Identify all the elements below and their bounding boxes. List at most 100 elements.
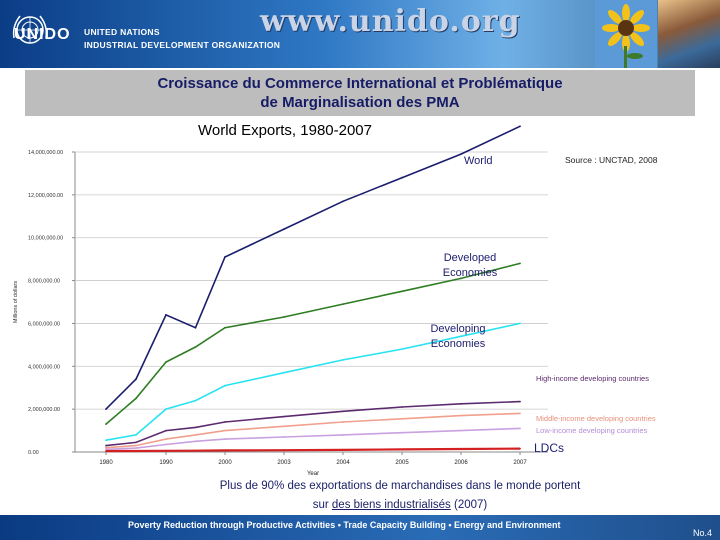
y-tick-label: 8,000,000.00 — [28, 279, 60, 285]
data-point-low_income — [165, 443, 167, 446]
data-point-ldc — [224, 449, 226, 452]
data-point-world — [105, 408, 107, 410]
data-point-developed — [342, 303, 344, 305]
data-point-developed — [194, 346, 197, 348]
world-exports-chart: World Exports, 1980-2007 0.00 2,000,000.00… — [13, 122, 658, 477]
data-point-ldc — [135, 450, 137, 452]
slide-title-line1: Croissance du Commerce International et … — [157, 75, 563, 92]
series-label-developed-1: Developed — [444, 252, 497, 264]
data-point-ldc — [460, 448, 462, 450]
x-tick-label: 2004 — [336, 460, 350, 466]
website-url[interactable]: www.unido.org — [260, 4, 521, 39]
data-point-middle_income — [283, 425, 285, 428]
header-banner: UNIDO UNITED NATIONS INDUSTRIAL DEVELOPM… — [0, 0, 720, 68]
sunflower-photo — [595, 0, 657, 68]
data-point-ldc — [165, 449, 167, 452]
y-tick-label: 6,000,000.00 — [28, 321, 60, 327]
data-point-high_income — [105, 444, 107, 447]
sunflower-icon — [595, 0, 657, 68]
slide-title: Croissance du Commerce International et … — [25, 74, 695, 112]
data-point-developing — [519, 322, 521, 325]
slide-title-line2: de Marginalisation des PMA — [260, 94, 460, 111]
data-point-ldc — [105, 450, 107, 452]
data-point-developed — [401, 290, 403, 293]
org-name-line1: UNITED NATIONS — [84, 27, 160, 37]
series-label-ldc: LDCs — [534, 441, 564, 455]
data-point-high_income — [165, 429, 167, 432]
series-label-developing-1: Developing — [430, 323, 485, 335]
series-line-world — [105, 125, 521, 410]
page-number: No.4 — [692, 528, 712, 538]
data-point-high_income — [283, 415, 285, 418]
data-point-developed — [135, 397, 137, 400]
un-emblem-icon — [12, 15, 48, 44]
data-point-developed — [105, 423, 107, 425]
data-point-ldc — [342, 449, 344, 451]
data-point-low_income — [105, 448, 107, 451]
title-box — [25, 70, 695, 116]
data-point-world — [401, 176, 403, 179]
footnote: Plus de 90% des exportations de marchand… — [190, 477, 610, 515]
org-name-line2: INDUSTRIAL DEVELOPMENT ORGANIZATION — [84, 40, 281, 50]
data-point-developing — [165, 408, 167, 410]
footnote-line2-c: (2007) — [450, 499, 488, 511]
data-point-high_income — [224, 421, 226, 423]
data-point-high_income — [194, 426, 197, 429]
y-axis-label: Millions of dollars — [13, 281, 19, 323]
data-point-developing — [224, 384, 226, 387]
data-point-low_income — [519, 427, 521, 430]
x-tick-label: 2007 — [513, 460, 527, 466]
series-line-high_income — [105, 400, 521, 447]
data-point-developing — [342, 359, 344, 361]
footer-bar: Poverty Reduction through Productive Act… — [0, 515, 720, 540]
data-point-ldc — [283, 449, 285, 452]
series-line-ldc — [105, 447, 521, 453]
data-point-middle_income — [224, 429, 226, 432]
chart-title: World Exports, 1980-2007 — [198, 122, 372, 139]
data-point-low_income — [460, 429, 462, 432]
y-tick-label: 10,000,000.00 — [28, 236, 63, 242]
x-tick-label: 2005 — [395, 460, 409, 466]
data-point-high_income — [135, 441, 137, 444]
logo-text: UNIDO — [14, 26, 71, 43]
data-point-world — [519, 125, 521, 128]
data-point-low_income — [194, 440, 197, 443]
data-point-developed — [519, 262, 521, 265]
series-label-high-income: High-income developing countries — [536, 374, 649, 383]
data-point-low_income — [224, 438, 226, 440]
footnote-line1: Plus de 90% des exportations de marchand… — [219, 480, 581, 492]
data-point-middle_income — [519, 412, 521, 415]
data-point-ldc — [194, 449, 197, 452]
data-point-middle_income — [194, 434, 197, 436]
series-line-low_income — [105, 427, 521, 451]
data-point-high_income — [342, 410, 344, 413]
data-point-developing — [401, 348, 403, 350]
footnote-line2-b: des biens industrialisés — [331, 499, 451, 511]
data-point-low_income — [401, 431, 403, 434]
series-line-developing — [105, 322, 521, 441]
data-point-high_income — [460, 402, 462, 405]
y-tick-label: 12,000,000.00 — [28, 193, 63, 199]
series-label-developed-2: Economies — [443, 267, 498, 279]
data-point-middle_income — [401, 417, 403, 420]
x-tick-label: 1980 — [99, 460, 113, 466]
series-line-middle_income — [105, 412, 521, 449]
data-point-world — [460, 153, 462, 156]
data-point-middle_income — [460, 414, 462, 417]
y-tick-label: 0.00 — [28, 450, 39, 456]
x-tick-label: 1990 — [159, 460, 173, 466]
series-label-developing-2: Economies — [431, 338, 486, 350]
data-point-developed — [165, 361, 167, 363]
data-point-developing — [194, 399, 197, 402]
data-point-low_income — [135, 447, 137, 449]
data-point-world — [342, 200, 344, 203]
data-point-developed — [283, 316, 285, 318]
series-label-middle-income: Middle-income developing countries — [536, 414, 656, 423]
x-tick-label: 2000 — [218, 460, 232, 466]
y-tick-label: 2,000,000.00 — [28, 407, 60, 413]
data-point-middle_income — [135, 444, 137, 447]
series-line-developed — [105, 262, 521, 425]
data-point-ldc — [401, 448, 403, 451]
x-tick-label: 2006 — [454, 460, 468, 466]
data-point-world — [283, 228, 285, 231]
